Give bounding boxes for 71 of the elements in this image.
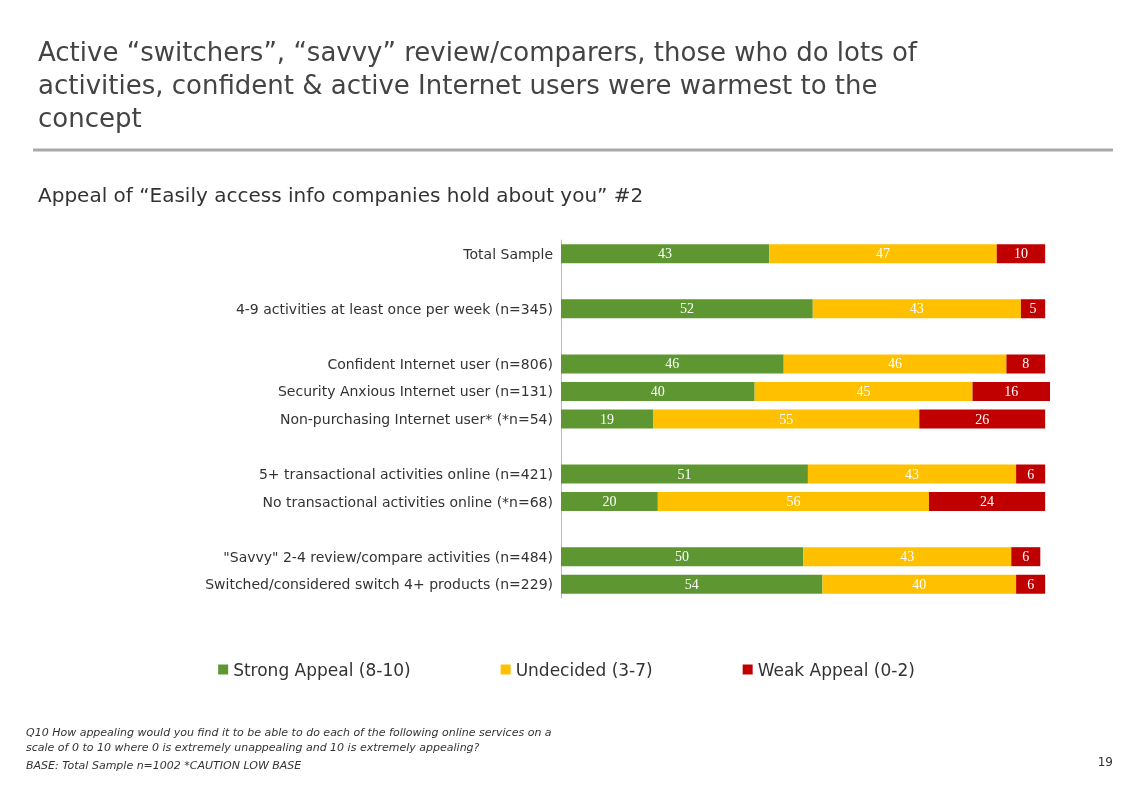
bar <box>561 299 813 319</box>
data-label: 46 <box>665 356 680 372</box>
data-label: 40 <box>650 383 665 399</box>
data-label: 26 <box>975 411 990 427</box>
bar <box>561 574 823 594</box>
data-label: 43 <box>900 549 915 565</box>
bar <box>812 299 1021 319</box>
y-tick-label: "Savvy" 2-4 review/compare activities (n=484) <box>223 548 553 565</box>
data-label: 43 <box>909 301 924 317</box>
text: Q10 How appealing would you find it to be able to do each of the following online services on a scale of 0 to 10 where 0 is extremely unappealing and 10 is extremely appealing? <box>26 726 556 754</box>
data-label: 8 <box>1022 356 1030 372</box>
bar <box>561 492 658 512</box>
legend-label: Undecided (3-7) <box>515 659 653 680</box>
legend-label: Weak Appeal (0-2) <box>757 659 915 680</box>
legend-label: Strong Appeal (8-10) <box>233 659 411 680</box>
y-tick-label: 5+ transactional activities online (n=421) <box>258 466 553 483</box>
y-tick-label: Total Sample <box>462 245 553 262</box>
data-label: 55 <box>779 411 794 427</box>
data-label: 24 <box>980 494 995 510</box>
bar <box>822 574 1017 594</box>
bar <box>561 244 770 264</box>
y-tick-label: 4-9 activities at least once per week (n=345) <box>235 300 553 317</box>
bar <box>1016 464 1046 484</box>
y-tick-label: No transactional activities online (*n=68) <box>262 493 553 510</box>
data-label: 40 <box>912 576 927 592</box>
bar <box>783 354 1007 374</box>
data-label: 5 <box>1029 301 1037 317</box>
bar <box>561 381 755 401</box>
data-label: 50 <box>675 549 690 565</box>
bar <box>769 244 997 264</box>
y-tick-label: Confident Internet user (n=806) <box>327 355 553 372</box>
bar <box>803 547 1012 567</box>
text: 19 <box>1097 755 1114 769</box>
data-label: 51 <box>677 466 692 482</box>
data-label: 52 <box>679 301 694 317</box>
bar <box>807 464 1017 484</box>
data-label: 47 <box>875 246 890 262</box>
data-label: 6 <box>1027 466 1035 482</box>
bar <box>1006 354 1046 374</box>
text: Appeal of “Easily access info companies hold about you” #2 <box>38 183 644 207</box>
data-label: 56 <box>786 494 801 510</box>
data-label: 46 <box>888 356 903 372</box>
text: BASE: Total Sample n=1002 *CAUTION LOW BASE <box>26 759 302 772</box>
data-label: 19 <box>599 411 614 427</box>
bar <box>561 354 784 374</box>
bar <box>754 381 973 401</box>
bar <box>657 492 929 512</box>
bar <box>919 409 1046 429</box>
data-label: 45 <box>856 383 871 399</box>
data-label: 54 <box>684 576 699 592</box>
data-label: 43 <box>905 466 920 482</box>
data-label: 6 <box>1022 549 1030 565</box>
bar <box>1011 547 1041 567</box>
bar <box>996 244 1046 264</box>
bar <box>928 492 1046 512</box>
y-tick-label: Non-purchasing Internet user* (*n=54) <box>279 411 553 427</box>
bar <box>561 409 653 429</box>
chart-title: Active “switchers”, “savvy” review/comparers, those who do lots of activities, confident & active Internet users were warmest to the concept <box>38 36 926 133</box>
data-label: 6 <box>1027 576 1035 592</box>
data-label: 16 <box>1004 383 1019 399</box>
y-tick-label: Security Anxious Internet user (n=131) <box>277 383 553 400</box>
bar <box>652 409 920 429</box>
data-label: 20 <box>602 494 617 510</box>
bar <box>1016 574 1046 594</box>
y-tick-label: Switched/considered switch 4+ products (n=229) <box>205 576 553 593</box>
data-label: 10 <box>1013 246 1028 262</box>
bar <box>972 381 1050 401</box>
bar <box>1020 299 1046 319</box>
data-label: 43 <box>658 246 673 262</box>
bar <box>561 464 808 484</box>
bar <box>561 547 804 567</box>
